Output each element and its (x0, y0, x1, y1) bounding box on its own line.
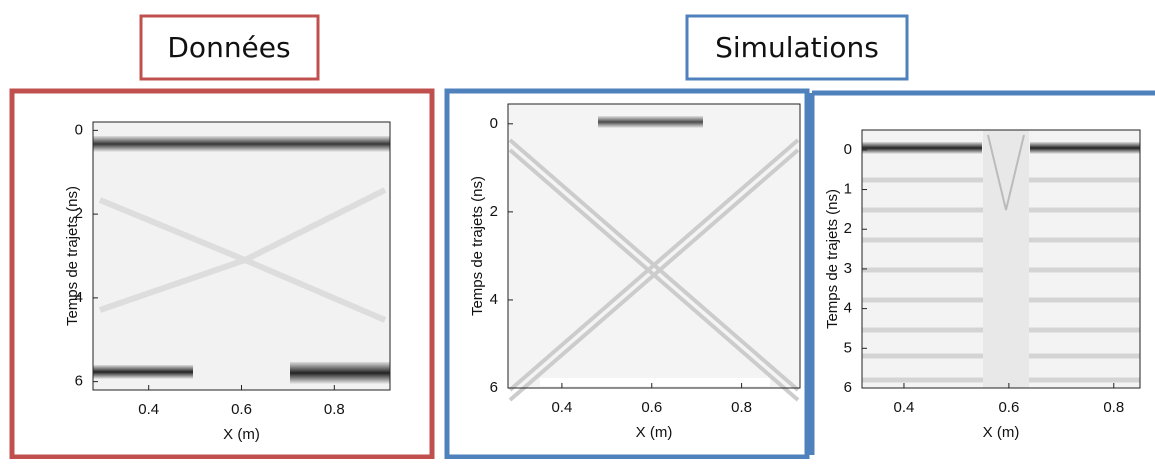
x-tick-label: 0.4 (138, 401, 159, 418)
axes (861, 129, 1141, 389)
label-box (685, 14, 909, 81)
frame (444, 88, 810, 460)
y-axis-label: Temps de trajets (ns) (64, 186, 81, 326)
y-tick-label: 6 (844, 379, 852, 396)
y-axis-label: Temps de trajets (ns) (824, 189, 841, 329)
x-tick-label: 0.8 (731, 399, 752, 416)
x-tick-label: 0.4 (551, 399, 572, 416)
y-tick-label: 6 (490, 379, 498, 396)
x-axis-label: X (m) (223, 426, 260, 443)
x-tick-label: 0.4 (894, 399, 915, 416)
frame (9, 88, 435, 460)
y-tick-label: 0 (490, 115, 498, 132)
y-tick-label: 6 (75, 373, 83, 390)
axes (507, 103, 801, 389)
y-tick-label: 0 (75, 121, 83, 138)
label: Simulations (715, 31, 879, 64)
y-tick-label: 2 (844, 220, 852, 237)
y-tick-label: 3 (844, 260, 852, 277)
x-tick-label: 0.8 (1103, 399, 1124, 416)
x-tick-label: 0.6 (641, 399, 662, 416)
image-1 (93, 122, 390, 390)
y-tick-label: 4 (490, 291, 498, 308)
x-axis-label: X (m) (983, 424, 1020, 441)
y-tick-label: 4 (75, 289, 83, 306)
x-tick-label: 0.8 (324, 401, 345, 418)
x-axis-label: X (m) (636, 424, 673, 441)
label-box (139, 14, 320, 81)
x-tick-label: 0.6 (998, 399, 1019, 416)
label: Données (167, 31, 290, 64)
y-tick-label: 2 (75, 205, 83, 222)
y-axis-label: Temps de trajets (ns) (469, 176, 486, 316)
x-tick-label: 0.6 (231, 401, 252, 418)
image-3 (862, 130, 1140, 388)
y-tick-label: 2 (490, 203, 498, 220)
image-2 (508, 104, 800, 402)
frame (809, 90, 1155, 455)
y-tick-label: 4 (844, 300, 852, 317)
y-tick-label: 5 (844, 339, 852, 356)
y-tick-label: 1 (844, 181, 852, 198)
y-tick-label: 0 (844, 141, 852, 158)
